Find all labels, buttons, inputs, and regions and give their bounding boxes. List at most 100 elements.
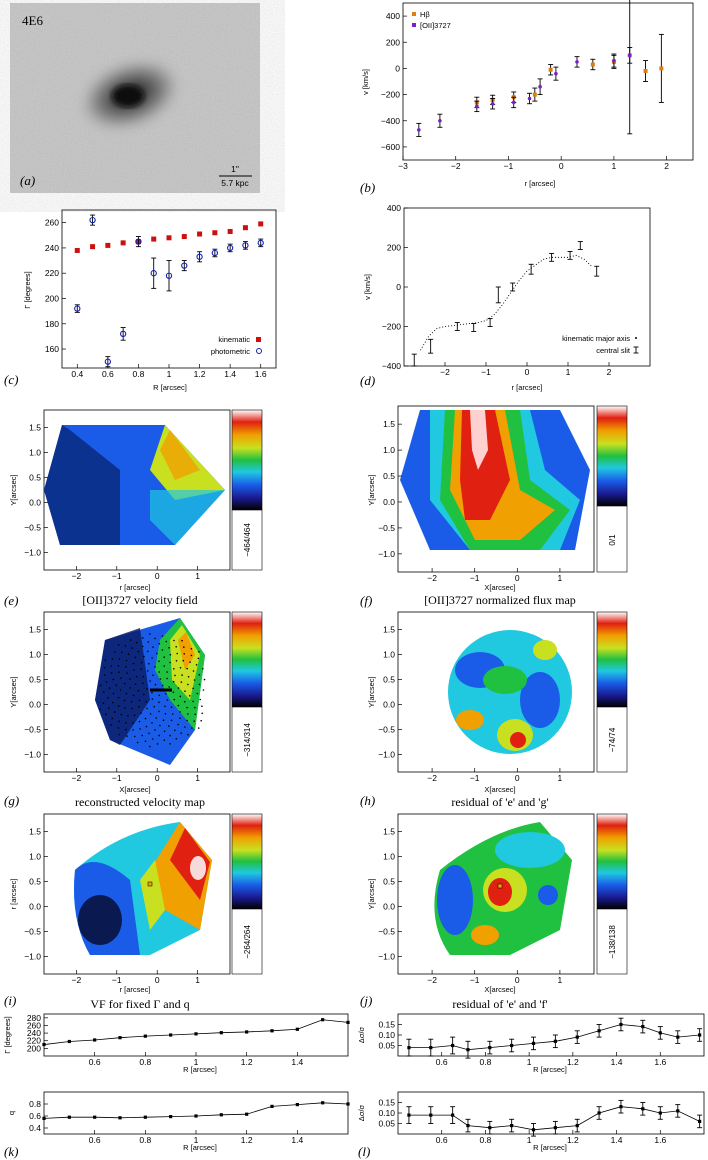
- sample-point: [129, 678, 131, 680]
- plot-frame-k2: [43, 1091, 349, 1135]
- map-e-region-orange: [160, 430, 200, 480]
- sample-point: [195, 664, 198, 666]
- ytick-label-l2: 0.05: [378, 1119, 395, 1129]
- colorbar-label-f: 0/1: [608, 534, 617, 546]
- sample-point: [138, 706, 140, 708]
- sample-point: [192, 670, 195, 672]
- xtick-label-k2: 1.2: [241, 1135, 253, 1145]
- ytick-label-i: 1.0: [29, 852, 41, 862]
- point-kinematic: [105, 242, 111, 248]
- point-k2: [67, 1115, 71, 1119]
- xtick-label-d: −1: [481, 367, 491, 377]
- sample-point: [169, 653, 172, 656]
- xtick-label-h: 1: [558, 773, 563, 783]
- point-l2: [619, 1105, 623, 1109]
- sample-point: [168, 686, 170, 688]
- sample-point: [179, 667, 182, 669]
- ticks-k2: 0.6 0.8 1 1.2 1.4 0.4 0.6 0.8: [29, 1099, 303, 1145]
- point-photometric: [211, 249, 219, 257]
- xtick-label-l2: 1.2: [567, 1135, 579, 1145]
- xlabel-c: R [arcsec]: [153, 383, 187, 392]
- colorbar-j: [596, 813, 628, 910]
- map-i-region-yellow: [140, 860, 165, 930]
- ytick-label-h: −1.0: [378, 750, 395, 760]
- sample-point: [162, 719, 165, 721]
- sample-point: [190, 654, 193, 657]
- xtick-label-l2: 1.4: [611, 1135, 623, 1145]
- sample-point: [158, 710, 160, 713]
- panel-c: 0.4 0.6 0.8 1 1.2 1.4 1.6 160 180 200 220 240 260 R …: [4, 209, 277, 392]
- sample-point: [104, 674, 106, 676]
- panel-label-l: (l): [358, 1144, 370, 1159]
- sample-point: [104, 659, 107, 661]
- sample-point: [144, 740, 147, 743]
- ytick-label-k2: 0.6: [29, 1111, 41, 1121]
- point-hb: [643, 69, 648, 74]
- xlabel-d: r [arcsec]: [512, 383, 543, 392]
- sample-point: [180, 732, 182, 734]
- point-l1: [553, 1039, 557, 1043]
- sample-point: [151, 722, 153, 724]
- sample-point: [151, 698, 154, 700]
- sample-point: [176, 652, 178, 655]
- sample-point: [143, 693, 145, 696]
- sample-point: [123, 682, 126, 685]
- point-photometric: [226, 244, 234, 252]
- point-kinematic: [242, 225, 248, 231]
- ytick-label-k1: 220: [27, 1036, 41, 1046]
- point-l2: [451, 1113, 455, 1117]
- sample-point: [118, 658, 121, 660]
- sample-point: [166, 699, 169, 701]
- point-k1: [219, 1031, 223, 1035]
- ylabel-f: Y[arcsec]: [367, 474, 376, 505]
- ytick-label-c: 200: [45, 293, 59, 303]
- point-photometric: [74, 305, 81, 312]
- sample-point: [125, 666, 127, 668]
- point-hb: [532, 92, 537, 97]
- ytick-label-h: 0.5: [383, 675, 395, 685]
- sample-point: [194, 706, 196, 709]
- sample-point: [164, 713, 167, 715]
- xtick-label-k1: 0.6: [89, 1057, 101, 1067]
- ytick-label-j: −1.0: [378, 952, 395, 962]
- xlabel-f: X[arcsec]: [484, 583, 515, 592]
- map-j-blob-1: [437, 865, 473, 935]
- point-hb: [590, 62, 595, 67]
- sample-point: [164, 705, 166, 708]
- marks-k2: [42, 1101, 350, 1120]
- point-l1: [698, 1033, 702, 1037]
- ytick-label-e: 0.5: [29, 473, 41, 483]
- point-l1: [597, 1029, 601, 1033]
- ytick-label-g: 1.0: [29, 650, 41, 660]
- panel-label-e: (e): [4, 593, 18, 608]
- ytick-label-b: −200: [381, 90, 400, 100]
- point-l1: [641, 1025, 645, 1029]
- point-l1: [575, 1035, 579, 1039]
- ytick-label-k1: 200: [27, 1043, 41, 1053]
- ytick-label-k2: 0.8: [29, 1099, 41, 1109]
- plot-frame-l1: [397, 1013, 705, 1057]
- point-k2: [295, 1103, 299, 1107]
- sample-point: [194, 713, 196, 716]
- point-k1: [42, 1042, 46, 1047]
- sample-point: [187, 676, 190, 678]
- sample-point: [179, 717, 181, 719]
- panel-a: 4E6 (a) 1" 5.7 kpc: [10, 3, 260, 193]
- sample-point: [132, 729, 134, 731]
- sample-point: [161, 649, 164, 651]
- panel-j: residual of 'e' and 'g' −138/138 X[arcse…: [360, 795, 628, 1008]
- sample-point: [108, 707, 110, 709]
- sample-point: [148, 732, 150, 735]
- sample-point: [179, 711, 181, 713]
- sample-point: [145, 725, 148, 728]
- colorbar-h: [596, 611, 628, 708]
- xlabel-l1: R [arcsec]: [533, 1065, 567, 1074]
- panel-label-j: (j): [360, 993, 372, 1008]
- sample-point: [141, 734, 143, 737]
- xtick-label-l1: 1.6: [654, 1057, 666, 1067]
- map-j-blob-4: [488, 878, 512, 906]
- ytick-label-d: −400: [382, 361, 401, 371]
- colorbar-label-j: −138/138: [608, 925, 617, 959]
